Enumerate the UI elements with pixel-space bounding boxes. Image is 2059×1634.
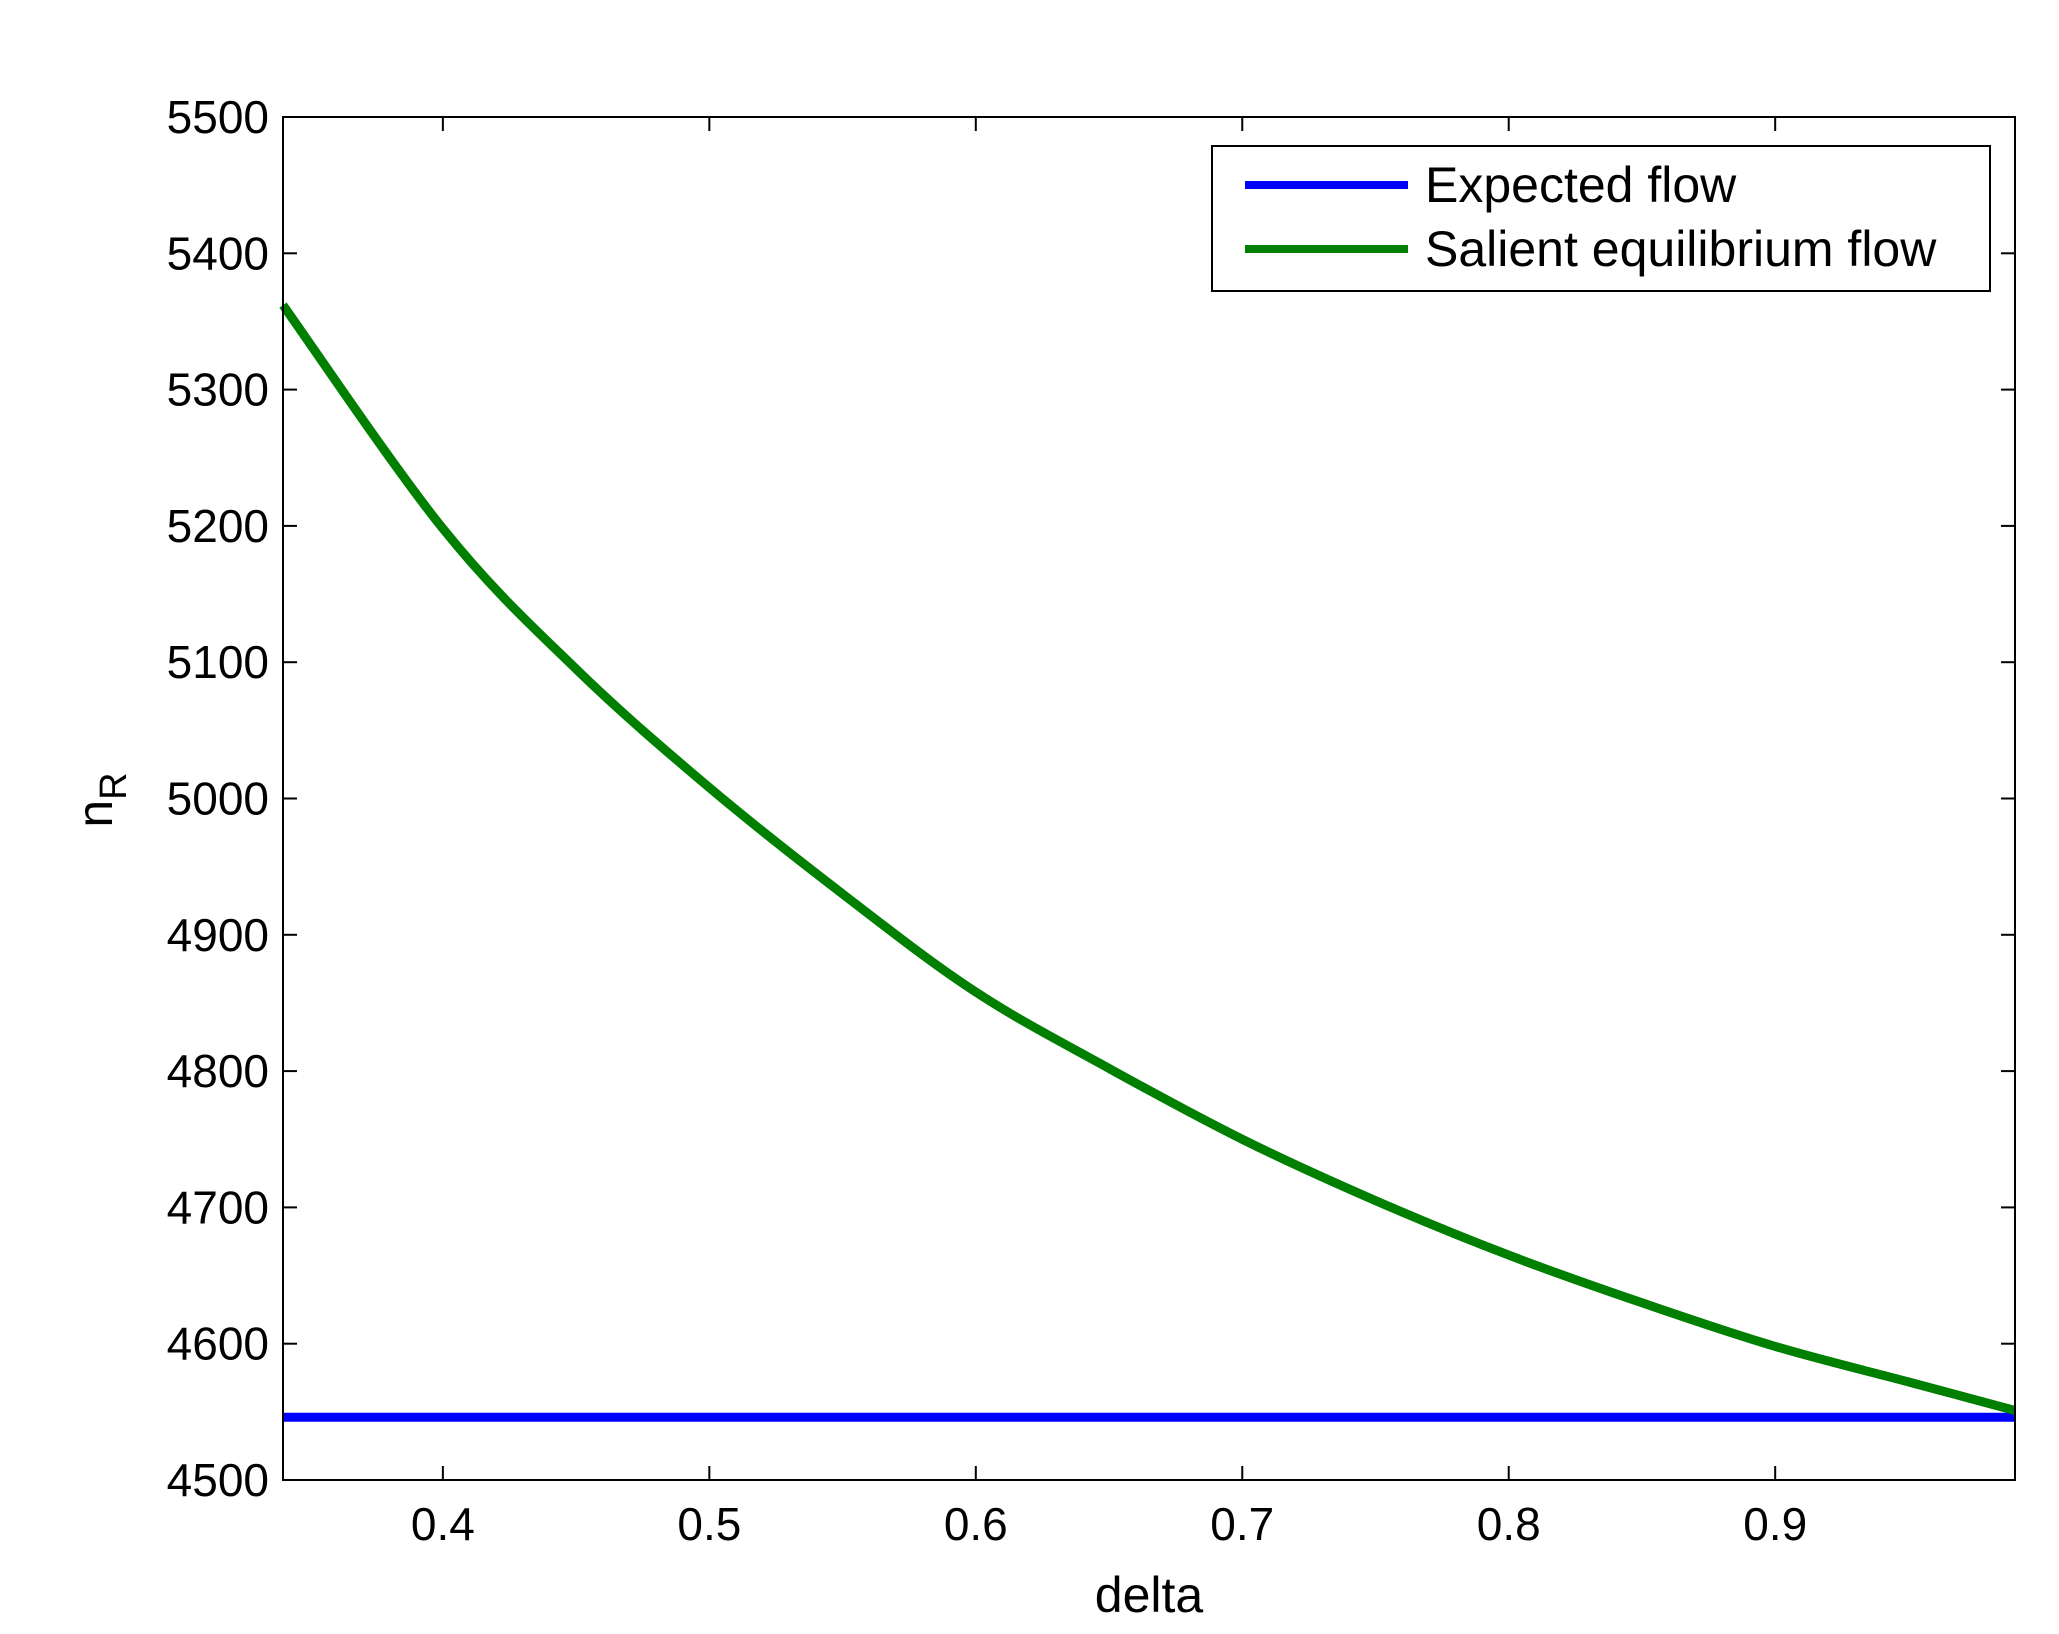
y-tick-label: 5500	[167, 91, 269, 143]
y-tick-label: 4900	[167, 909, 269, 961]
x-axis-label: delta	[1095, 1567, 1204, 1623]
x-tick-label: 0.4	[411, 1498, 475, 1550]
y-axis-label-main: n	[67, 800, 123, 828]
tick-labels: 0.4 0.5 0.6 0.7 0.8 0.9 4500 4600 4700 4800 4900 50…	[167, 91, 1808, 1550]
series-line-salient-equilibrium-flow	[279, 302, 2017, 1415]
y-tick-label: 5000	[167, 773, 269, 825]
series-layer	[279, 302, 2017, 1422]
y-tick-label: 4800	[167, 1045, 269, 1097]
y-axis-label-subscript: R	[93, 772, 135, 799]
x-tick-label: 0.6	[944, 1498, 1008, 1550]
plot-background	[283, 117, 2015, 1480]
legend-box	[1211, 145, 1991, 292]
y-tick-label: 5300	[167, 364, 269, 416]
y-tick-label: 5200	[167, 500, 269, 552]
svg-text:nR: nR	[67, 772, 135, 827]
y-tick-label: 5400	[167, 227, 269, 279]
legend-label-salient-equilibrium-flow: Salient equilibrium flow	[1425, 221, 1937, 277]
plot-frame	[282, 116, 2016, 1481]
y-axis-label: nR	[67, 772, 135, 827]
x-tick-label: 0.7	[1210, 1498, 1274, 1550]
y-tick-label: 5100	[167, 636, 269, 688]
legend-label-expected-flow: Expected flow	[1425, 157, 1737, 213]
y-tick-label: 4700	[167, 1181, 269, 1233]
x-tick-label: 0.8	[1477, 1498, 1541, 1550]
legend: Expected flow Salient equilibrium flow	[1211, 145, 1991, 292]
x-tick-label: 0.5	[677, 1498, 741, 1550]
x-tick-label: 0.9	[1743, 1498, 1807, 1550]
y-tick-label: 4500	[167, 1454, 269, 1506]
y-tick-label: 4600	[167, 1318, 269, 1370]
